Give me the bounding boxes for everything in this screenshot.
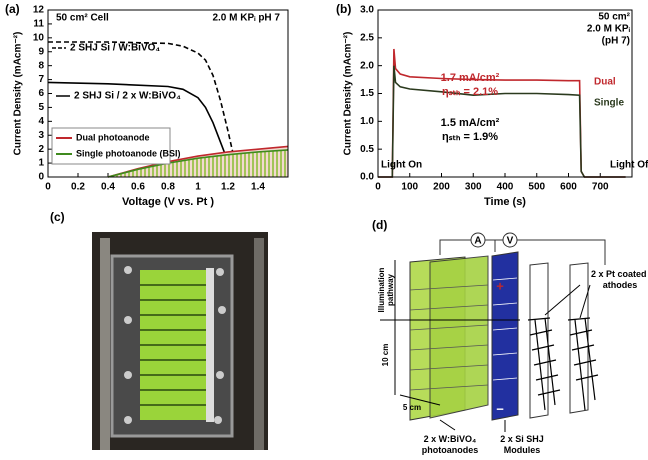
y-tick-label: 2.0 bbox=[360, 60, 374, 71]
x-tick-label: 0.2 bbox=[71, 182, 85, 193]
panel-label: (c) bbox=[50, 210, 65, 224]
y-tick-label: 3 bbox=[38, 130, 44, 141]
x-tick-label: 300 bbox=[465, 182, 482, 193]
x-axis-label: Time (s) bbox=[484, 196, 526, 208]
y-tick-label: 0 bbox=[38, 172, 44, 183]
y-tick-label: 5 bbox=[38, 102, 44, 113]
x-tick-label: 0 bbox=[45, 182, 51, 193]
y-tick-label: 1.0 bbox=[360, 116, 374, 127]
series-label: Single bbox=[594, 98, 624, 109]
x-tick-label: 0.6 bbox=[131, 182, 145, 193]
y-tick-label: 7 bbox=[38, 74, 44, 85]
panel-label: (d) bbox=[372, 218, 387, 232]
legend-label: Single photoanode (BSI) bbox=[76, 148, 181, 158]
annotation: Light Off bbox=[610, 160, 648, 171]
series-line bbox=[48, 41, 237, 165]
polarity: + bbox=[496, 278, 504, 293]
y-tick-label: 1 bbox=[38, 158, 44, 169]
y-tick-label: 11 bbox=[33, 19, 44, 30]
y-tick-label: 6 bbox=[38, 88, 44, 99]
x-tick-label: 1.4 bbox=[251, 182, 265, 193]
area bbox=[108, 149, 288, 177]
plot-frame bbox=[47, 9, 289, 178]
y-tick-label: 10 bbox=[33, 32, 45, 43]
y-tick-label: 1.5 bbox=[360, 88, 374, 99]
x-tick-label: 700 bbox=[592, 182, 609, 193]
annotation: 1.5 mA/cm² bbox=[441, 117, 500, 129]
diagram-label: 2 x Si SHJ Modules bbox=[500, 434, 544, 455]
meter-label: V bbox=[507, 236, 514, 247]
series-line bbox=[378, 48, 626, 178]
series-line bbox=[107, 149, 289, 178]
annotation: ηₛₜₕ = 1.9% bbox=[442, 131, 498, 143]
x-tick-label: 500 bbox=[528, 182, 545, 193]
y-tick-label: 2 bbox=[38, 144, 44, 155]
annotation: ηₛₜₕ = 2.1% bbox=[442, 86, 498, 98]
diagram-label: Illuminationpathway bbox=[377, 267, 395, 312]
panel-label: (a) bbox=[5, 2, 20, 16]
series-line bbox=[378, 65, 626, 178]
diagram-label: 2 x W:BiVO₄ photoanodes bbox=[422, 434, 479, 455]
x-tick-label: 1.2 bbox=[221, 182, 235, 193]
y-tick-label: 0.0 bbox=[360, 172, 374, 183]
annotation: 50 cm² Cell bbox=[56, 13, 109, 24]
y-tick-label: 2.5 bbox=[360, 32, 374, 43]
y-tick-label: 9 bbox=[38, 46, 44, 57]
diagram-label: 5 cm bbox=[403, 403, 421, 412]
annotation: 50 cm² bbox=[598, 12, 630, 23]
annotation: 1.7 mA/cm² bbox=[441, 72, 500, 84]
y-tick-label: 0.5 bbox=[360, 144, 374, 155]
panel-labels: (c) (d) A V + − 2 x Pt coated athodes Il… bbox=[50, 210, 648, 455]
annotation: 2.0 M KPᵢ bbox=[587, 24, 631, 35]
meter-label: A bbox=[474, 236, 481, 247]
plot-frame bbox=[377, 9, 633, 178]
y-axis-label: Current Density (mAcm⁻²) bbox=[13, 32, 24, 156]
y-tick-label: 12 bbox=[33, 5, 45, 16]
diagram bbox=[380, 232, 606, 432]
series-label: 2 SHJ Si / W:BiVO₄ bbox=[70, 43, 160, 54]
y-tick-label: 3.0 bbox=[360, 5, 374, 16]
legend-box bbox=[51, 127, 171, 165]
x-tick-label: 200 bbox=[433, 182, 450, 193]
annotation: Light On bbox=[381, 160, 422, 171]
x-tick-label: 0 bbox=[375, 182, 381, 193]
x-tick-label: 400 bbox=[497, 182, 514, 193]
x-axis-label: Voltage (V vs. Pt ) bbox=[122, 196, 214, 208]
polarity: − bbox=[496, 401, 504, 416]
diagram-label: 2 x Pt coated athodes bbox=[591, 269, 648, 290]
x-tick-label: 0.4 bbox=[101, 182, 115, 193]
photo bbox=[92, 232, 268, 450]
legend-label: Dual photoanode bbox=[76, 132, 150, 142]
annotation: 2.0 M KPᵢ pH 7 bbox=[212, 13, 280, 24]
series-label: 2 SHJ Si / 2 x W:BiVO₄ bbox=[74, 91, 181, 102]
x-tick-label: 100 bbox=[401, 182, 418, 193]
x-tick-label: 600 bbox=[560, 182, 577, 193]
y-tick-label: 8 bbox=[38, 60, 44, 71]
x-tick-label: 0.8 bbox=[161, 182, 175, 193]
annotation: (pH 7) bbox=[602, 36, 630, 47]
y-tick-label: 4 bbox=[38, 116, 44, 127]
series-label: Dual bbox=[594, 77, 616, 88]
panel-label: (b) bbox=[336, 2, 351, 16]
y-axis-label: Current Density (mAcm⁻²) bbox=[343, 32, 354, 156]
x-tick-label: 1 bbox=[195, 182, 201, 193]
diagram-label: 10 cm bbox=[381, 344, 390, 367]
